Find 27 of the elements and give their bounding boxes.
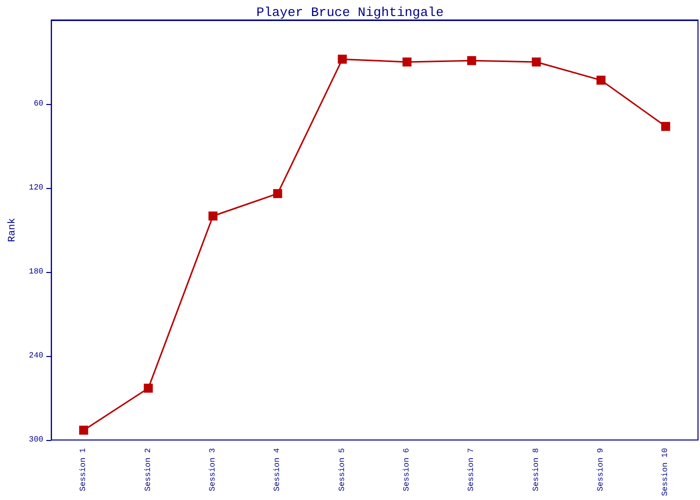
y-axis-title: Rank — [6, 218, 18, 242]
point — [144, 384, 153, 393]
x-tick-label: Session 1 — [79, 448, 88, 492]
x-tick-label: Session 10 — [661, 448, 670, 496]
point — [273, 189, 282, 198]
x-tick-label: Session 9 — [596, 448, 606, 492]
x-tick-label: Session 3 — [208, 448, 218, 492]
point — [208, 212, 218, 220]
x-tick-label: Session 2 — [144, 448, 153, 492]
point — [79, 426, 88, 435]
point — [467, 56, 476, 66]
point — [532, 58, 541, 66]
x-tick-label: Session 6 — [402, 448, 412, 492]
x-tick-label: Session 8 — [532, 448, 541, 492]
point — [596, 76, 606, 85]
x-tick-label: Session 5 — [338, 448, 347, 492]
y-tick-label: 60 — [34, 100, 44, 108]
point — [661, 122, 670, 131]
y-tick-label: 240 — [28, 352, 44, 360]
x-tick-label: Session 4 — [273, 448, 282, 492]
y-tick-label: 180 — [28, 268, 44, 276]
y-tick-label: 300 — [28, 436, 44, 444]
chart-title: Player Bruce Nightingale — [256, 5, 444, 20]
point — [402, 58, 412, 66]
x-tick-label: Session 7 — [467, 448, 476, 492]
y-tick-label: 120 — [28, 184, 44, 192]
point — [338, 54, 347, 64]
